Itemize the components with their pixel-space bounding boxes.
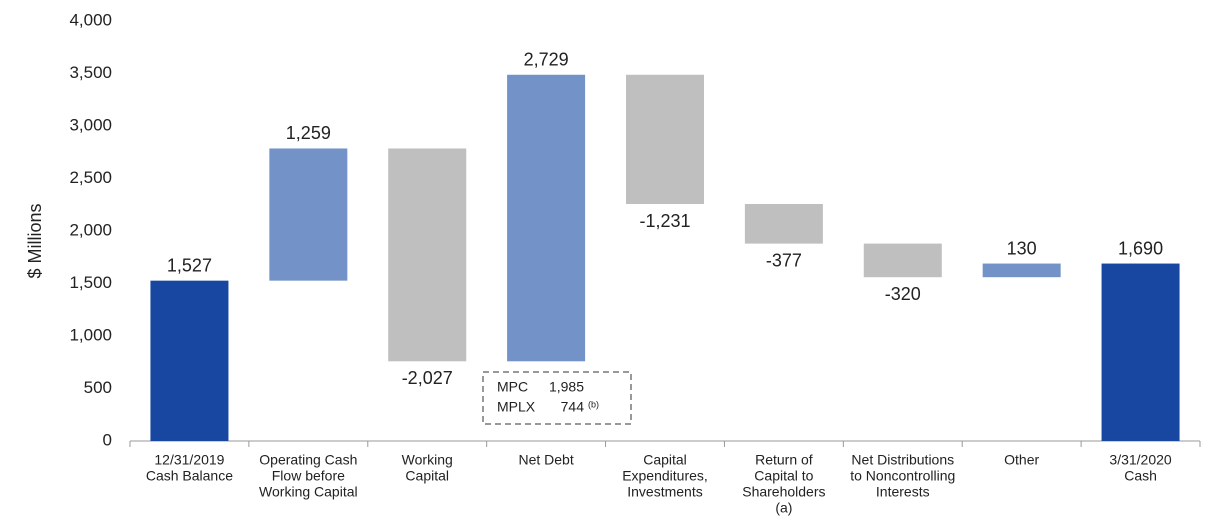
x-tick-label: Expenditures, [622, 468, 708, 484]
value-label: 1,259 [286, 123, 331, 143]
x-tick-label: Net Debt [518, 452, 573, 468]
y-tick-label: 500 [84, 378, 112, 397]
x-tick-label: Cash Balance [146, 468, 233, 484]
bar [982, 263, 1061, 278]
value-label: 1,690 [1118, 238, 1163, 258]
x-tick-label: Operating Cash [259, 452, 357, 468]
bar [507, 74, 586, 362]
value-label: -320 [885, 284, 921, 304]
bar [863, 243, 942, 278]
y-tick-label: 3,000 [69, 115, 112, 134]
x-tick-label: Cash [1124, 468, 1157, 484]
x-tick-label: Shareholders [742, 484, 825, 500]
value-label: 1,527 [167, 255, 212, 275]
x-tick-label: Net Distributions [851, 452, 954, 468]
x-tick-label: Working [402, 452, 453, 468]
y-tick-label: 3,500 [69, 63, 112, 82]
bar [269, 148, 348, 281]
annotation-label: MPC [497, 379, 528, 395]
x-tick-label: Investments [627, 484, 702, 500]
bar [150, 280, 229, 441]
annotation-value: 1,985 [549, 379, 584, 395]
y-tick-label: 2,500 [69, 168, 112, 187]
annotation-value: 744 [561, 399, 585, 415]
x-tick-label: Capital [405, 468, 449, 484]
y-tick-label: 1,000 [69, 325, 112, 344]
annotation-note: (b) [588, 399, 599, 409]
x-tick-label: 12/31/2019 [154, 452, 224, 468]
x-tick-label: Flow before [272, 468, 345, 484]
x-tick-label: Working Capital [259, 484, 358, 500]
bar [1101, 263, 1180, 441]
value-label: -377 [766, 250, 802, 270]
x-tick-label: Interests [876, 484, 930, 500]
x-tick-label: Capital [643, 452, 687, 468]
value-label: 2,729 [524, 50, 569, 70]
y-tick-label: 2,000 [69, 220, 112, 239]
x-tick-label: 3/31/2020 [1109, 452, 1171, 468]
value-label: 130 [1007, 238, 1037, 258]
x-tick-label: Return of [755, 452, 813, 468]
bar [744, 204, 823, 244]
y-tick-label: 4,000 [69, 10, 112, 29]
x-tick-label: Capital to [754, 468, 813, 484]
bar [388, 148, 467, 362]
value-label: -2,027 [402, 368, 453, 388]
x-tick-label: (a) [775, 500, 792, 516]
y-tick-label: 1,500 [69, 273, 112, 292]
y-axis-label: $ Millions [25, 203, 45, 278]
annotation-label: MPLX [497, 399, 536, 415]
x-tick-label: Other [1004, 452, 1039, 468]
bar [626, 74, 704, 205]
annotation-box [482, 371, 632, 425]
x-tick-label: to Noncontrolling [850, 468, 955, 484]
value-label: -1,231 [639, 211, 690, 231]
y-tick-label: 0 [103, 430, 112, 449]
